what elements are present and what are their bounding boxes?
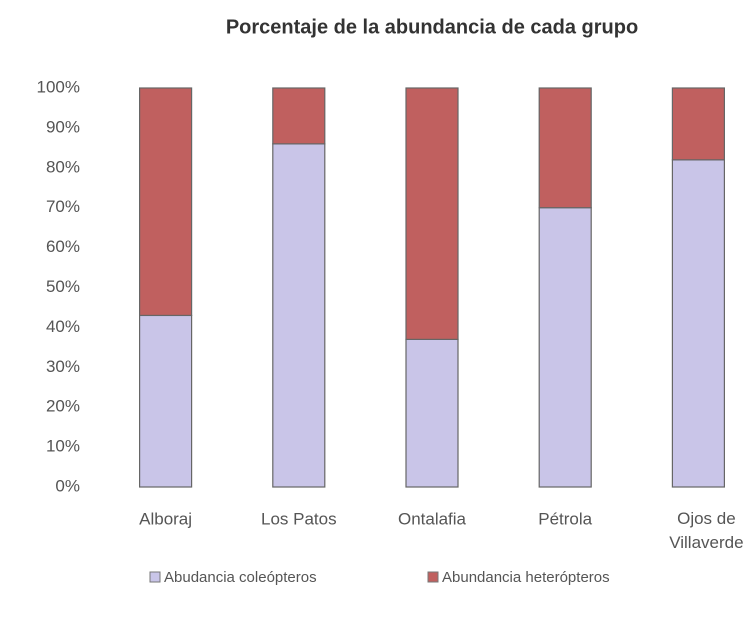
y-tick-label: 80%: [46, 157, 80, 176]
bar-segment: [538, 207, 592, 488]
y-tick-label: 40%: [46, 317, 80, 336]
x-tick-label: Ontalafia: [398, 509, 467, 528]
bar-segment: [538, 87, 592, 209]
chart-title: Porcentaje de la abundancia de cada grup…: [226, 16, 638, 38]
bar-segment: [139, 314, 193, 488]
bar-segment: [405, 338, 459, 488]
x-tick-label: Pétrola: [538, 509, 592, 528]
legend-label: Abundancia heterópteros: [442, 569, 610, 586]
legend-label: Abudancia coleópteros: [164, 569, 317, 586]
bar-segment: [671, 87, 726, 161]
y-tick-label: 50%: [46, 277, 80, 296]
x-tick-label: Ojos de Villaverde: [669, 509, 743, 552]
bar-segment: [405, 87, 459, 340]
y-tick-label: 20%: [46, 397, 80, 416]
y-tick-label: 70%: [46, 197, 80, 216]
y-tick-label: 0%: [55, 476, 80, 495]
bar-segment: [139, 87, 193, 317]
bar-segment: [272, 143, 326, 488]
y-tick-label: 30%: [46, 357, 80, 376]
bar-segment: [272, 87, 326, 145]
x-tick-label: Alboraj: [139, 509, 192, 528]
y-tick-label: 100%: [37, 77, 80, 96]
y-tick-label: 90%: [46, 117, 80, 136]
legend-swatch: [149, 571, 161, 583]
x-tick-label: Los Patos: [261, 509, 337, 528]
legend-swatch: [427, 571, 439, 583]
y-tick-label: 10%: [46, 437, 80, 456]
bar-segment: [671, 159, 726, 488]
y-tick-label: 60%: [46, 237, 80, 256]
